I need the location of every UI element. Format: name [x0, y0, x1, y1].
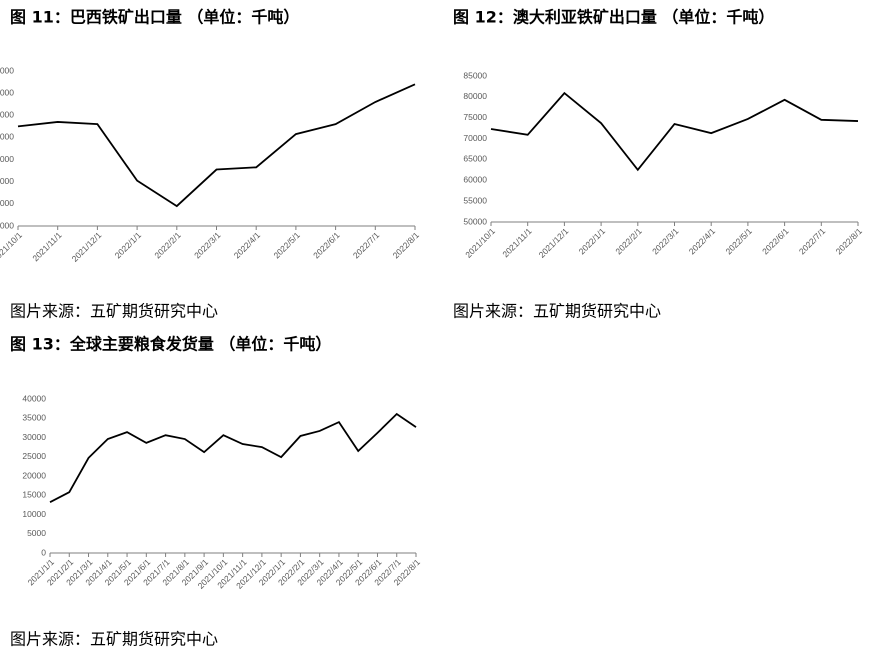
y-tick-label: 20000 — [0, 220, 14, 230]
y-tick-label: 25000 — [22, 451, 46, 461]
x-tick-label: 2022/4/1 — [687, 226, 718, 257]
x-tick-label: 2021/12/1 — [537, 226, 571, 260]
y-tick-label: 20000 — [22, 470, 46, 480]
y-tick-label: 80000 — [463, 91, 487, 101]
x-tick-label: 2022/4/1 — [232, 230, 263, 261]
y-tick-label: 10000 — [22, 509, 46, 519]
data-line — [17, 83, 416, 208]
y-tick-label: 15000 — [22, 490, 46, 500]
x-tick-label: 2022/8/1 — [834, 226, 865, 257]
y-tick-label: 22000 — [0, 198, 14, 208]
x-tick-label: 2022/1/1 — [113, 230, 144, 261]
chart-title: 图 13：全球主要粮食发货量 （单位：千吨） — [10, 335, 331, 354]
y-tick-label: 85000 — [463, 70, 487, 80]
y-tick-label: 24000 — [0, 176, 14, 186]
x-tick-label: 2022/1/1 — [577, 226, 608, 257]
y-tick-label: 32000 — [0, 87, 14, 97]
x-tick-label: 2022/5/1 — [271, 230, 302, 261]
source-note: 图片来源：五矿期货研究中心 — [453, 302, 661, 321]
x-tick-label: 2022/6/1 — [760, 226, 791, 257]
data-line — [490, 91, 859, 172]
chart-title: 图 12：澳大利亚铁矿出口量 （单位：千吨） — [453, 8, 774, 27]
x-tick-label: 2021/10/1 — [463, 226, 497, 260]
y-tick-label: 0 — [41, 547, 46, 557]
x-tick-label: 2021/11/1 — [30, 230, 64, 264]
y-tick-label: 75000 — [463, 112, 487, 122]
data-line — [49, 412, 417, 503]
chart-title: 图 11：巴西铁矿出口量 （单位：千吨） — [10, 8, 299, 27]
y-tick-label: 5000 — [27, 528, 46, 538]
y-tick-label: 28000 — [0, 132, 14, 142]
x-tick-label: 2022/7/1 — [797, 226, 828, 257]
x-tick-label: 2022/3/1 — [192, 230, 223, 261]
y-tick-label: 26000 — [0, 154, 14, 164]
x-tick-label: 2022/7/1 — [351, 230, 382, 261]
x-tick-label: 2022/2/1 — [613, 226, 644, 257]
y-tick-label: 60000 — [463, 175, 487, 185]
x-tick-label: 2022/6/1 — [311, 230, 342, 261]
source-note: 图片来源：五矿期货研究中心 — [10, 630, 218, 649]
y-tick-label: 55000 — [463, 195, 487, 205]
y-tick-label: 40000 — [22, 393, 46, 403]
y-tick-label: 30000 — [22, 432, 46, 442]
y-tick-label: 34000 — [0, 65, 14, 75]
x-tick-label: 2022/5/1 — [723, 226, 754, 257]
x-tick-label: 2021/10/1 — [0, 230, 24, 264]
x-tick-label: 2022/8/1 — [391, 230, 422, 261]
x-tick-label: 2021/12/1 — [70, 230, 104, 264]
x-tick-label: 2022/2/1 — [152, 230, 183, 261]
y-tick-label: 65000 — [463, 154, 487, 164]
y-tick-label: 50000 — [463, 216, 487, 226]
x-tick-label: 2021/11/1 — [500, 226, 534, 260]
y-tick-label: 30000 — [0, 110, 14, 120]
y-tick-label: 35000 — [22, 413, 46, 423]
x-tick-label: 2022/3/1 — [650, 226, 681, 257]
source-note: 图片来源：五矿期货研究中心 — [10, 302, 218, 321]
y-tick-label: 70000 — [463, 133, 487, 143]
